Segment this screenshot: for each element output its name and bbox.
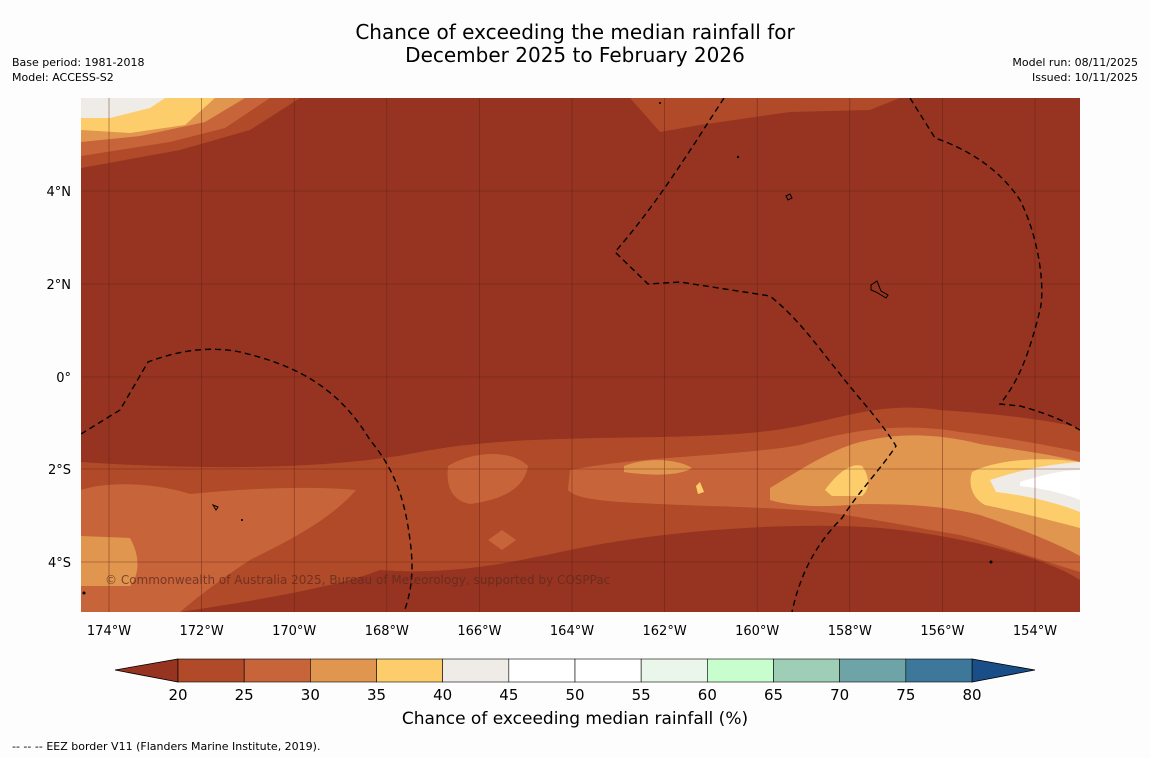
eez-legend: -- -- -- EEZ border V11 (Flanders Marine… [12, 740, 320, 753]
eez-dash-symbol: -- -- -- [12, 740, 43, 753]
meta-left: Base period: 1981-2018 Model: ACCESS-S2 [12, 55, 144, 85]
s-band-20-intrusion [81, 525, 1080, 612]
colorbar-tick-label: 50 [565, 686, 584, 700]
colorbar-segment [442, 658, 510, 683]
latitude-labels: 4°N 2°N 0° 2°S 4°S [47, 185, 72, 571]
island-2 [870, 280, 889, 299]
copyright-text: © Commonwealth of Australia 2025, Bureau… [105, 573, 610, 587]
colorbar-segment [839, 658, 907, 683]
colorbar-title: Chance of exceeding median rainfall (%) [401, 709, 749, 729]
model-run-text: Model run: 08/11/2025 [1012, 56, 1138, 69]
island-3 [211, 503, 219, 511]
colorbar-tick-label: 25 [235, 686, 254, 700]
colorbar-segment [773, 658, 840, 683]
s-band-35-mid [624, 460, 692, 475]
colorbar-segment [376, 658, 443, 683]
colorbar-segment [707, 658, 774, 683]
s-band-50 [1020, 470, 1080, 500]
lon-tick-label: 158°W [828, 624, 872, 639]
colorbar-segment [574, 658, 642, 683]
eez-legend-text: EEZ border V11 (Flanders Marine Institut… [46, 740, 321, 753]
n-band-25 [630, 98, 900, 132]
colorbar-tick-label: 65 [764, 686, 783, 700]
colorbar-tick-label: 35 [367, 686, 386, 700]
lon-tick-label: 170°W [272, 624, 316, 639]
island-1 [785, 193, 793, 201]
colorbar-segment [508, 658, 576, 683]
colorbar-tick-label: 70 [830, 686, 849, 700]
lon-tick-label: 160°W [735, 624, 779, 639]
colorbar-tick-label: 45 [499, 686, 518, 700]
lon-tick-label: 174°W [87, 624, 131, 639]
colorbar-segment [243, 658, 311, 683]
map-figure: © Commonwealth of Australia 2025, Bureau… [47, 98, 1080, 700]
base-period-text: Base period: 1981-2018 [12, 56, 145, 69]
eez-border-east [909, 98, 1080, 431]
s-band-40-a [825, 465, 868, 496]
lon-tick-label: 164°W [550, 624, 594, 639]
lon-tick-label: 162°W [643, 624, 687, 639]
colorbar-segment [177, 658, 245, 683]
lon-tick-label: 168°W [365, 624, 409, 639]
s-band-30-spot [488, 530, 516, 550]
lon-tick-label: 156°W [920, 624, 964, 639]
island-7 [241, 519, 243, 521]
lon-tick-label: 172°W [180, 624, 224, 639]
colorbar-segment [640, 658, 708, 683]
lat-tick-label: 0° [56, 371, 71, 386]
map-title-line-2: December 2025 to February 2026 [405, 43, 745, 67]
colorbar: 20 25 30 35 40 45 50 55 60 65 70 75 80 [114, 658, 1036, 700]
issued-text: Issued: 10/11/2025 [1031, 71, 1138, 84]
model-text: Model: ACCESS-S2 [12, 71, 114, 84]
lon-tick-label: 166°W [457, 624, 501, 639]
colorbar-segment [905, 658, 973, 683]
colorbar-tick-label: 40 [433, 686, 452, 700]
s-band-40-c [696, 482, 704, 494]
colorbar-segment [310, 658, 377, 683]
meta-right: Model run: 08/11/2025 Issued: 10/11/2025 [1012, 55, 1138, 85]
nw-band-45 [81, 98, 165, 118]
lat-tick-label: 2°S [48, 463, 71, 478]
colorbar-under-arrow [114, 658, 179, 683]
map-area: © Commonwealth of Australia 2025, Bureau… [81, 98, 1080, 612]
lon-tick-label: 154°W [1013, 624, 1057, 639]
island-6 [989, 560, 993, 564]
longitude-labels: 174°W 172°W 170°W 168°W 166°W 164°W 162°W 160°W… [87, 624, 1057, 639]
lat-tick-label: 4°S [48, 556, 71, 571]
s-band-30-mid [447, 453, 528, 504]
s-band-30-west [81, 484, 356, 612]
island-5 [659, 102, 661, 104]
colorbar-tick-label: 30 [301, 686, 320, 700]
lat-tick-label: 4°N [47, 185, 72, 200]
colorbar-tick-label: 55 [632, 686, 651, 700]
colorbar-tick-label: 75 [896, 686, 915, 700]
map-title-line-1: Chance of exceeding the median rainfall … [355, 20, 795, 44]
colorbar-tick-label: 20 [168, 686, 187, 700]
gridlines [81, 98, 1080, 612]
island-4 [736, 155, 740, 159]
colorbar-tick-label: 80 [962, 686, 981, 700]
colorbar-over-arrow [971, 658, 1036, 683]
colorbar-tick-label: 60 [698, 686, 717, 700]
island-8 [82, 591, 86, 595]
lat-tick-label: 2°N [47, 278, 72, 293]
